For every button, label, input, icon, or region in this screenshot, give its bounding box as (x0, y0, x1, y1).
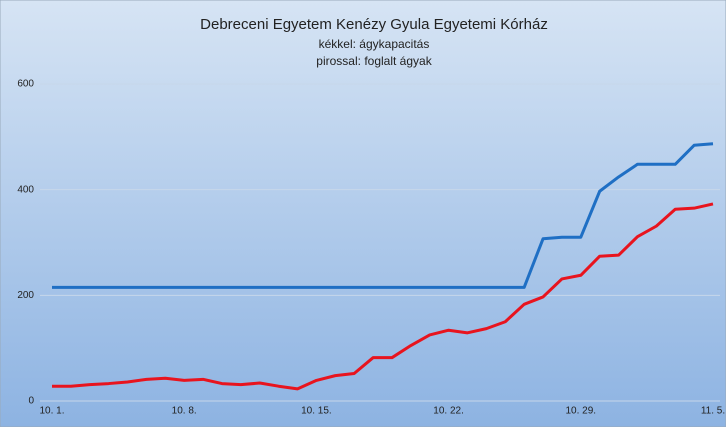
y-tick-label: 200 (17, 290, 34, 301)
x-tick-label: 10. 1. (39, 406, 64, 417)
x-tick-label: 10. 8. (172, 406, 197, 417)
x-tick-label: 11. 5. (701, 406, 725, 417)
line-series (52, 142, 714, 289)
line-series (52, 202, 714, 391)
x-tick-label: 10. 15. (301, 406, 332, 417)
chart-title: Debreceni Egyetem Kenézy Gyula Egyetemi … (200, 16, 548, 33)
subtitle: pirossal: foglalt ágyak (316, 54, 432, 68)
y-tick-label: 400 (17, 184, 34, 195)
y-tick-label: 600 (17, 79, 34, 90)
x-tick-label: 10. 22. (433, 406, 464, 417)
subtitle: kékkel: ágykapacitás (319, 37, 430, 51)
x-tick-label: 10. 29. (566, 406, 597, 417)
y-tick-label: 0 (28, 396, 34, 407)
